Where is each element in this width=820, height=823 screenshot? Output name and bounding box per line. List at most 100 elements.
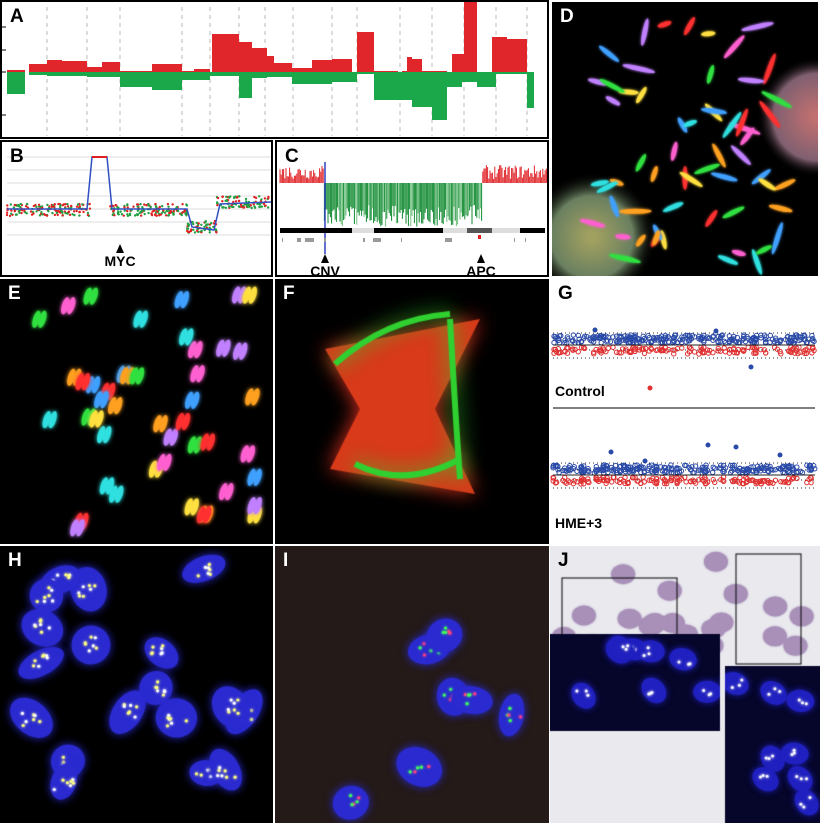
data-point bbox=[126, 203, 129, 206]
data-point bbox=[570, 465, 577, 472]
group-label-control: Control bbox=[555, 383, 605, 399]
data-point bbox=[687, 478, 694, 484]
data-point bbox=[562, 467, 568, 474]
data-point bbox=[216, 203, 219, 207]
data-point bbox=[695, 477, 702, 483]
data-point bbox=[802, 347, 808, 353]
data-point bbox=[163, 211, 167, 214]
data-point bbox=[60, 210, 64, 213]
gain-segment bbox=[507, 39, 527, 72]
panel-label: C bbox=[285, 146, 299, 167]
data-point bbox=[568, 466, 574, 473]
outlier-point bbox=[647, 385, 653, 391]
data-point bbox=[671, 334, 678, 341]
gain-segment bbox=[292, 68, 312, 72]
loss-segment bbox=[120, 72, 152, 87]
panel-e-karyotype-spread: E bbox=[0, 279, 273, 544]
loss-segment bbox=[182, 72, 210, 80]
data-point bbox=[215, 201, 219, 204]
data-point bbox=[809, 332, 815, 339]
data-point bbox=[18, 209, 21, 213]
loss-segment bbox=[447, 72, 462, 87]
data-point bbox=[246, 205, 249, 209]
data-point bbox=[718, 465, 724, 472]
data-point bbox=[86, 211, 90, 215]
data-point bbox=[232, 200, 235, 204]
data-point bbox=[237, 199, 241, 203]
data-point bbox=[743, 479, 749, 486]
data-point bbox=[564, 334, 571, 340]
loss-segment bbox=[357, 72, 374, 74]
data-point bbox=[626, 464, 632, 471]
ideogram-band bbox=[492, 228, 520, 233]
outlier-point bbox=[642, 458, 648, 464]
data-point bbox=[250, 206, 253, 210]
data-point bbox=[25, 202, 29, 206]
data-point bbox=[237, 205, 241, 208]
data-point bbox=[143, 203, 146, 206]
data-point bbox=[185, 203, 188, 206]
loss-segment bbox=[152, 72, 182, 90]
data-point bbox=[808, 475, 814, 481]
data-point bbox=[648, 339, 655, 345]
data-point bbox=[123, 206, 126, 209]
microscopy-image bbox=[550, 546, 820, 823]
data-point bbox=[593, 475, 600, 481]
data-point bbox=[155, 214, 158, 217]
data-point bbox=[9, 212, 13, 215]
data-point bbox=[40, 211, 43, 214]
data-point bbox=[745, 335, 751, 342]
data-point bbox=[578, 464, 585, 470]
loss-segment bbox=[412, 72, 432, 107]
data-point bbox=[572, 346, 578, 353]
data-point bbox=[167, 213, 171, 217]
panel-label: J bbox=[558, 550, 569, 571]
loss-segment bbox=[87, 72, 120, 77]
data-point bbox=[745, 466, 751, 472]
data-point bbox=[169, 209, 173, 213]
data-point bbox=[9, 203, 12, 206]
data-point bbox=[167, 205, 170, 208]
gene-track bbox=[514, 238, 515, 242]
data-point bbox=[610, 344, 616, 350]
data-point bbox=[734, 350, 741, 356]
data-point bbox=[244, 200, 248, 203]
gain-segment bbox=[7, 70, 25, 72]
loss-segment bbox=[397, 72, 412, 100]
data-point bbox=[258, 205, 261, 209]
data-point bbox=[192, 222, 195, 226]
loss-segment bbox=[47, 72, 87, 76]
data-point bbox=[565, 478, 571, 484]
data-point bbox=[632, 333, 638, 340]
data-point bbox=[616, 333, 622, 339]
data-point bbox=[147, 204, 150, 207]
data-point bbox=[741, 332, 747, 338]
data-point bbox=[671, 351, 677, 357]
data-point bbox=[613, 467, 619, 474]
data-point bbox=[112, 212, 115, 215]
data-point bbox=[192, 228, 195, 232]
data-point bbox=[204, 221, 207, 224]
data-point bbox=[256, 202, 259, 206]
data-point bbox=[710, 464, 716, 470]
data-point bbox=[765, 479, 771, 485]
data-point bbox=[244, 197, 248, 201]
data-point bbox=[625, 335, 631, 341]
data-point bbox=[699, 336, 705, 342]
data-point bbox=[770, 467, 776, 473]
panel-h-fish-nuclei: H bbox=[0, 546, 273, 823]
data-point bbox=[215, 231, 218, 234]
data-point bbox=[141, 206, 144, 209]
data-point bbox=[200, 229, 203, 233]
data-point bbox=[804, 347, 810, 353]
data-point bbox=[731, 462, 738, 469]
data-point bbox=[753, 480, 759, 487]
data-point bbox=[636, 347, 643, 353]
data-point bbox=[711, 479, 718, 486]
data-point bbox=[562, 349, 568, 355]
arrow-up-icon bbox=[321, 254, 329, 263]
data-point bbox=[14, 213, 18, 216]
data-point bbox=[663, 469, 670, 475]
apc-marker: APC bbox=[461, 254, 501, 275]
data-point bbox=[758, 346, 764, 353]
